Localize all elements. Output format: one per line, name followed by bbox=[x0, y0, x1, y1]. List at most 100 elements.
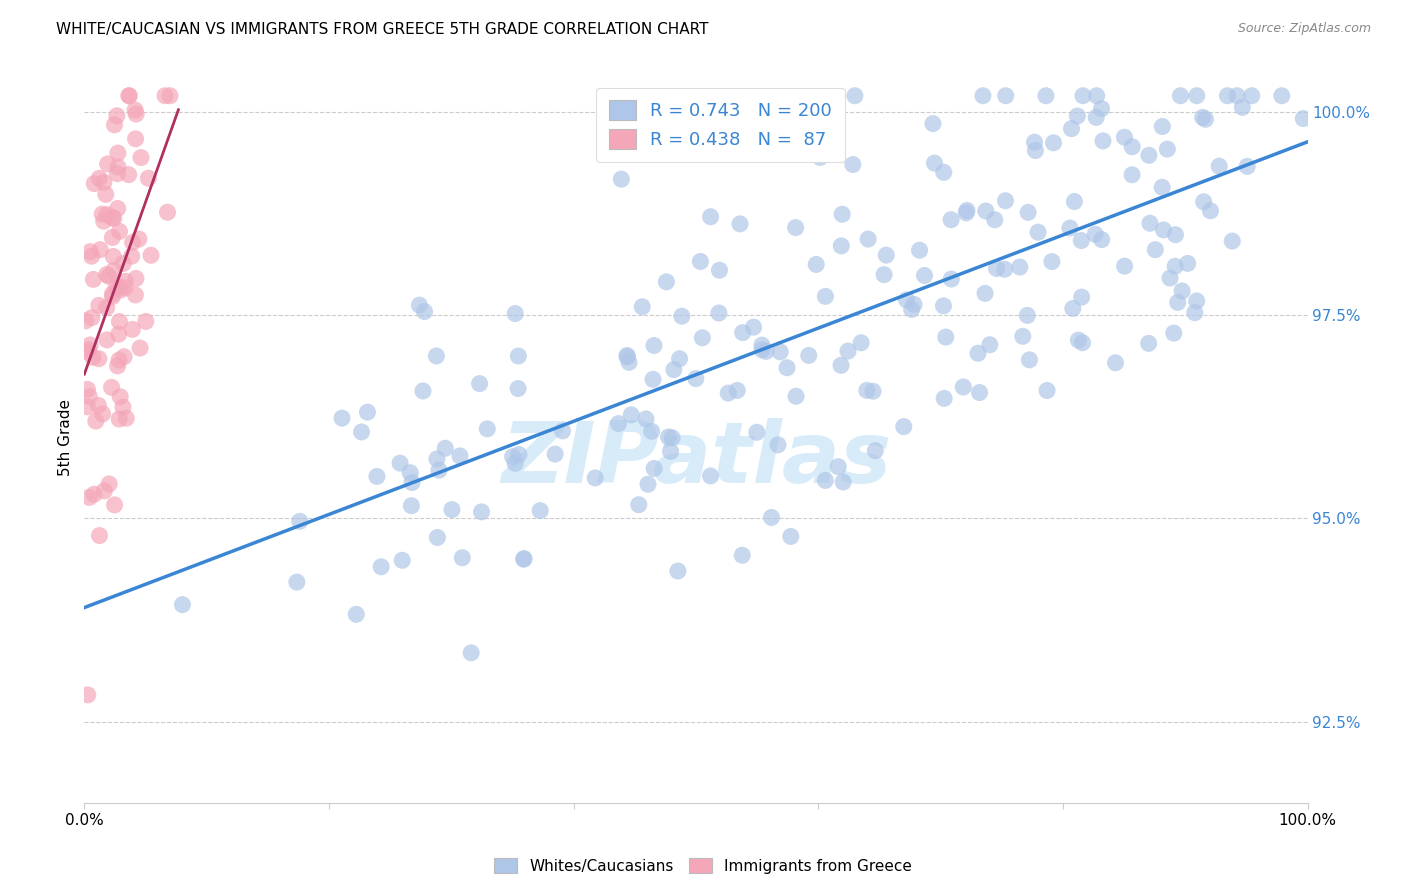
Point bbox=[924, 156, 946, 170]
Point bbox=[1024, 135, 1046, 149]
Point bbox=[425, 349, 447, 363]
Point bbox=[631, 300, 654, 314]
Point bbox=[620, 408, 643, 422]
Point bbox=[108, 412, 131, 426]
Point bbox=[668, 351, 690, 366]
Point bbox=[830, 359, 852, 373]
Point bbox=[1008, 260, 1031, 274]
Point bbox=[87, 399, 110, 413]
Point bbox=[692, 331, 714, 345]
Point bbox=[1059, 221, 1081, 235]
Point bbox=[689, 254, 711, 268]
Point bbox=[659, 444, 682, 458]
Point bbox=[1240, 88, 1263, 103]
Point bbox=[93, 483, 115, 498]
Point bbox=[399, 466, 422, 480]
Point bbox=[101, 289, 124, 303]
Point bbox=[124, 103, 146, 117]
Point bbox=[76, 345, 98, 359]
Point bbox=[1137, 336, 1160, 351]
Point bbox=[108, 353, 131, 368]
Point bbox=[89, 528, 111, 542]
Point bbox=[118, 88, 141, 103]
Point bbox=[82, 272, 104, 286]
Point bbox=[806, 257, 828, 271]
Point bbox=[934, 392, 956, 406]
Point bbox=[114, 281, 136, 295]
Point bbox=[544, 447, 567, 461]
Point bbox=[932, 299, 955, 313]
Point bbox=[124, 288, 146, 302]
Point bbox=[1036, 384, 1059, 398]
Point bbox=[1091, 134, 1114, 148]
Point bbox=[873, 268, 896, 282]
Legend: Whites/Caucasians, Immigrants from Greece: Whites/Caucasians, Immigrants from Greec… bbox=[488, 852, 918, 880]
Point bbox=[643, 461, 665, 475]
Point bbox=[108, 390, 131, 404]
Point bbox=[112, 350, 135, 364]
Point bbox=[776, 360, 799, 375]
Point bbox=[769, 344, 792, 359]
Legend: R = 0.743   N = 200, R = 0.438   N =  87: R = 0.743 N = 200, R = 0.438 N = 87 bbox=[596, 87, 845, 161]
Point bbox=[1191, 111, 1213, 125]
Point bbox=[1164, 260, 1187, 274]
Point bbox=[1292, 112, 1315, 126]
Point bbox=[1137, 148, 1160, 162]
Point bbox=[103, 118, 125, 132]
Point bbox=[1170, 88, 1192, 103]
Point bbox=[1071, 335, 1094, 350]
Point bbox=[101, 211, 124, 225]
Point bbox=[477, 422, 499, 436]
Point bbox=[508, 448, 530, 462]
Point bbox=[1070, 290, 1092, 304]
Point bbox=[627, 498, 650, 512]
Point bbox=[808, 150, 831, 164]
Point bbox=[844, 88, 866, 103]
Point bbox=[972, 88, 994, 103]
Point bbox=[849, 335, 872, 350]
Point bbox=[107, 160, 129, 174]
Point bbox=[330, 411, 353, 425]
Point bbox=[89, 243, 111, 257]
Point bbox=[1236, 160, 1258, 174]
Point bbox=[974, 286, 997, 301]
Point bbox=[129, 151, 152, 165]
Point bbox=[955, 206, 977, 220]
Point bbox=[610, 172, 633, 186]
Point bbox=[426, 531, 449, 545]
Point bbox=[115, 411, 138, 425]
Point bbox=[1114, 259, 1136, 273]
Point bbox=[607, 417, 630, 431]
Point bbox=[865, 443, 887, 458]
Point bbox=[974, 204, 997, 219]
Point bbox=[969, 385, 991, 400]
Point bbox=[717, 386, 740, 401]
Point bbox=[124, 132, 146, 146]
Point bbox=[914, 268, 936, 283]
Point bbox=[105, 280, 128, 294]
Point bbox=[1114, 130, 1136, 145]
Point bbox=[637, 477, 659, 491]
Point bbox=[79, 390, 101, 404]
Point bbox=[900, 302, 922, 317]
Point bbox=[508, 349, 530, 363]
Point bbox=[156, 205, 179, 219]
Point bbox=[1017, 309, 1039, 323]
Point bbox=[1171, 284, 1194, 298]
Point bbox=[413, 304, 436, 318]
Point bbox=[1226, 88, 1249, 103]
Point bbox=[583, 471, 606, 485]
Point bbox=[994, 88, 1017, 103]
Point bbox=[761, 510, 783, 524]
Point bbox=[1071, 88, 1094, 103]
Point bbox=[1144, 243, 1167, 257]
Point bbox=[657, 430, 679, 444]
Point bbox=[779, 529, 801, 543]
Point bbox=[856, 232, 879, 246]
Point bbox=[121, 249, 143, 263]
Point bbox=[1194, 112, 1216, 127]
Point bbox=[107, 327, 129, 342]
Point bbox=[451, 550, 474, 565]
Point bbox=[172, 598, 194, 612]
Point bbox=[96, 301, 118, 315]
